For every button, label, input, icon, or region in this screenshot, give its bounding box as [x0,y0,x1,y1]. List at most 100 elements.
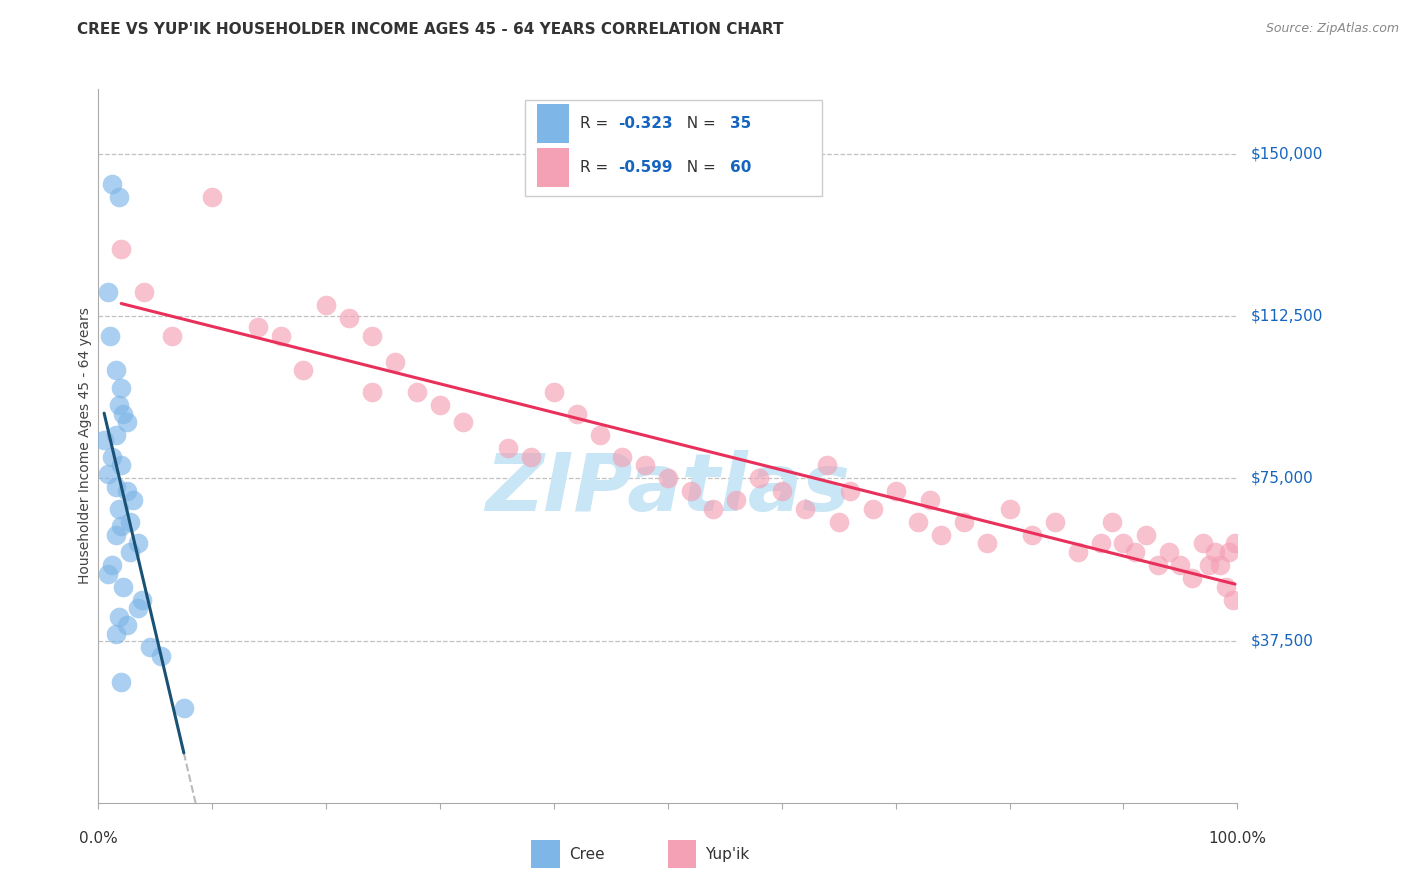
Point [748,471,770,485]
Text: 100.0%: 100.0% [1208,830,1267,846]
Text: R =: R = [581,116,613,131]
Point [702,501,724,516]
Point [115,484,138,499]
Text: ZIPatlas: ZIPatlas [485,450,851,528]
Point [1112,536,1135,550]
Point [96,467,118,482]
Point [101,178,124,192]
Point [101,450,124,464]
Point [112,580,135,594]
Text: 60: 60 [731,161,752,175]
Point [104,627,127,641]
Point [929,527,952,541]
Point [634,458,657,473]
Point [173,700,195,714]
Point [101,558,124,572]
Point [1215,580,1237,594]
Point [246,320,269,334]
Point [104,363,127,377]
Point [315,298,337,312]
Point [121,493,143,508]
FancyBboxPatch shape [531,840,560,869]
Text: 0.0%: 0.0% [79,830,118,846]
Point [1209,558,1232,572]
Point [612,450,634,464]
Point [1218,545,1240,559]
Point [138,640,160,654]
Text: R =: R = [581,161,613,175]
Point [657,471,679,485]
FancyBboxPatch shape [537,103,569,143]
Point [96,566,118,581]
Y-axis label: Householder Income Ages 45 - 64 years: Householder Income Ages 45 - 64 years [77,308,91,584]
Text: N =: N = [676,161,721,175]
Point [406,384,429,399]
Point [543,384,565,399]
Point [725,493,748,508]
Point [815,458,838,473]
Point [793,501,815,516]
Point [384,354,406,368]
Text: $75,000: $75,000 [1251,471,1315,486]
Point [110,458,132,473]
Point [120,545,142,559]
Point [127,601,149,615]
Point [1067,545,1090,559]
Point [110,381,132,395]
FancyBboxPatch shape [537,148,569,187]
Point [998,501,1021,516]
Text: N =: N = [676,116,721,131]
Point [1192,536,1215,550]
Point [770,484,793,499]
Point [588,428,610,442]
Point [1135,527,1157,541]
Point [1170,558,1192,572]
Point [520,450,543,464]
Point [884,484,907,499]
Text: $150,000: $150,000 [1251,146,1323,161]
FancyBboxPatch shape [526,100,821,196]
Point [115,618,138,632]
Text: CREE VS YUP'IK HOUSEHOLDER INCOME AGES 45 - 64 YEARS CORRELATION CHART: CREE VS YUP'IK HOUSEHOLDER INCOME AGES 4… [77,22,783,37]
Point [104,480,127,494]
Point [862,501,884,516]
Point [112,407,135,421]
Point [98,328,121,343]
Point [1101,515,1123,529]
Point [108,190,131,204]
Point [429,398,451,412]
Point [1222,592,1244,607]
Text: $112,500: $112,500 [1251,309,1323,324]
Point [132,285,155,300]
Point [839,484,862,499]
Point [1157,545,1180,559]
Point [1123,545,1146,559]
Point [907,515,929,529]
Point [108,610,131,624]
Point [451,415,474,429]
Point [1043,515,1066,529]
Point [127,536,149,550]
Point [1223,536,1246,550]
Text: Cree: Cree [569,847,605,862]
Point [565,407,588,421]
FancyBboxPatch shape [668,840,696,869]
Point [337,311,360,326]
Point [1021,527,1043,541]
Point [360,384,382,399]
Text: $37,500: $37,500 [1251,633,1315,648]
Point [360,328,382,343]
Point [1204,545,1226,559]
Point [108,501,131,516]
Text: 35: 35 [731,116,752,131]
Point [162,328,184,343]
Point [498,441,520,455]
Text: -0.323: -0.323 [617,116,672,131]
Point [108,398,131,412]
Point [115,415,138,429]
Point [120,515,142,529]
Point [110,242,132,256]
Point [270,328,292,343]
Point [150,648,173,663]
Point [104,527,127,541]
